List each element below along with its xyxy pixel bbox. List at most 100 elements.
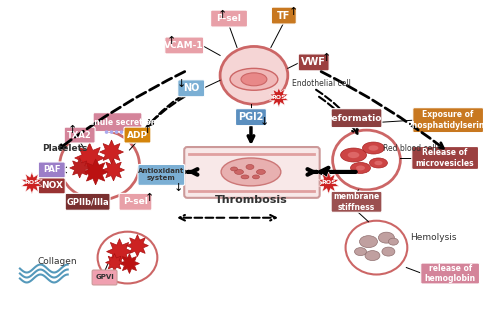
Circle shape [110,130,114,134]
FancyBboxPatch shape [64,127,95,143]
FancyBboxPatch shape [331,191,382,212]
Text: P-sel: P-sel [123,197,148,206]
Ellipse shape [365,251,380,261]
Polygon shape [22,172,42,194]
Text: Granule secretion: Granule secretion [79,118,156,127]
Text: PAF: PAF [43,165,60,174]
FancyBboxPatch shape [184,147,320,198]
Ellipse shape [370,158,388,168]
Polygon shape [74,143,104,173]
Text: GPVI: GPVI [95,275,114,281]
Text: VWF: VWF [302,58,326,67]
Text: ↑: ↑ [68,125,78,135]
Ellipse shape [220,46,288,104]
Text: ↑: ↑ [144,193,154,203]
Ellipse shape [241,175,249,179]
Circle shape [114,130,118,134]
Polygon shape [270,87,288,107]
Text: Release of
microvesicles: Release of microvesicles [416,148,474,168]
Ellipse shape [340,148,366,162]
Text: P-sel: P-sel [216,14,242,23]
Ellipse shape [362,142,384,154]
Ellipse shape [368,145,378,151]
FancyBboxPatch shape [165,37,203,54]
Text: NOX: NOX [41,181,63,190]
Text: Endothelial cell: Endothelial cell [292,79,350,88]
Polygon shape [70,158,89,178]
Text: ↓: ↓ [259,117,268,127]
Ellipse shape [332,130,400,190]
Circle shape [105,130,108,134]
FancyBboxPatch shape [298,54,329,71]
Text: release of
hemoglobin: release of hemoglobin [424,264,476,283]
FancyBboxPatch shape [138,165,184,185]
Text: TF: TF [277,11,290,21]
Ellipse shape [252,175,260,179]
FancyBboxPatch shape [236,109,266,126]
Text: ROS: ROS [322,180,336,185]
Text: Collagen: Collagen [38,257,78,266]
FancyBboxPatch shape [38,162,65,178]
Text: membrane
stiffness: membrane stiffness [334,192,380,211]
Text: Platelets: Platelets [42,144,88,152]
Polygon shape [100,140,124,164]
Text: ↑: ↑ [142,125,152,135]
Ellipse shape [374,161,382,165]
Ellipse shape [388,238,398,245]
Ellipse shape [356,165,365,170]
Ellipse shape [221,158,281,186]
FancyBboxPatch shape [93,113,142,132]
Ellipse shape [230,167,237,171]
FancyBboxPatch shape [331,109,382,128]
FancyBboxPatch shape [178,80,204,97]
Ellipse shape [241,73,267,86]
FancyBboxPatch shape [272,7,296,24]
Polygon shape [106,239,132,265]
Polygon shape [318,172,339,194]
Polygon shape [102,159,124,181]
Ellipse shape [354,248,366,256]
Text: Hemolysis: Hemolysis [410,233,457,242]
Circle shape [120,130,124,134]
FancyBboxPatch shape [412,146,478,169]
Text: NO: NO [183,83,200,93]
Ellipse shape [234,169,244,174]
Text: ROS: ROS [272,95,286,100]
Ellipse shape [382,247,395,256]
Text: ↓: ↓ [174,183,183,193]
Polygon shape [126,235,148,257]
Ellipse shape [350,162,370,174]
Text: ↑: ↑ [218,10,227,20]
Text: GPIIb/IIIa: GPIIb/IIIa [66,197,109,206]
Ellipse shape [360,236,378,248]
FancyBboxPatch shape [92,270,117,285]
Ellipse shape [348,152,360,158]
FancyBboxPatch shape [210,10,248,27]
Text: Red blood cells: Red blood cells [384,144,441,152]
FancyBboxPatch shape [65,193,110,210]
Ellipse shape [246,165,254,169]
Text: ADP: ADP [127,131,148,140]
Polygon shape [106,253,124,272]
Ellipse shape [60,130,140,200]
Text: ↑: ↑ [289,7,298,16]
Text: Exposure of
Phosphatidylserine: Exposure of Phosphatidylserine [406,110,490,130]
Text: ↑: ↑ [166,36,176,46]
FancyBboxPatch shape [119,193,152,210]
FancyBboxPatch shape [38,178,65,194]
Text: PGI2: PGI2 [238,112,264,122]
Text: ROS: ROS [24,180,39,185]
Ellipse shape [346,221,408,275]
Ellipse shape [256,169,266,174]
FancyBboxPatch shape [421,263,480,284]
Polygon shape [82,159,108,185]
Text: Antioxidant
system: Antioxidant system [138,169,184,181]
Text: TXA2: TXA2 [68,131,92,140]
Ellipse shape [98,232,158,283]
Ellipse shape [378,232,394,243]
Text: Deformation: Deformation [324,114,388,123]
Text: ↑: ↑ [322,53,332,63]
Text: Thrombosis: Thrombosis [214,195,288,205]
FancyBboxPatch shape [413,108,484,132]
Text: ↓: ↓ [176,79,186,89]
